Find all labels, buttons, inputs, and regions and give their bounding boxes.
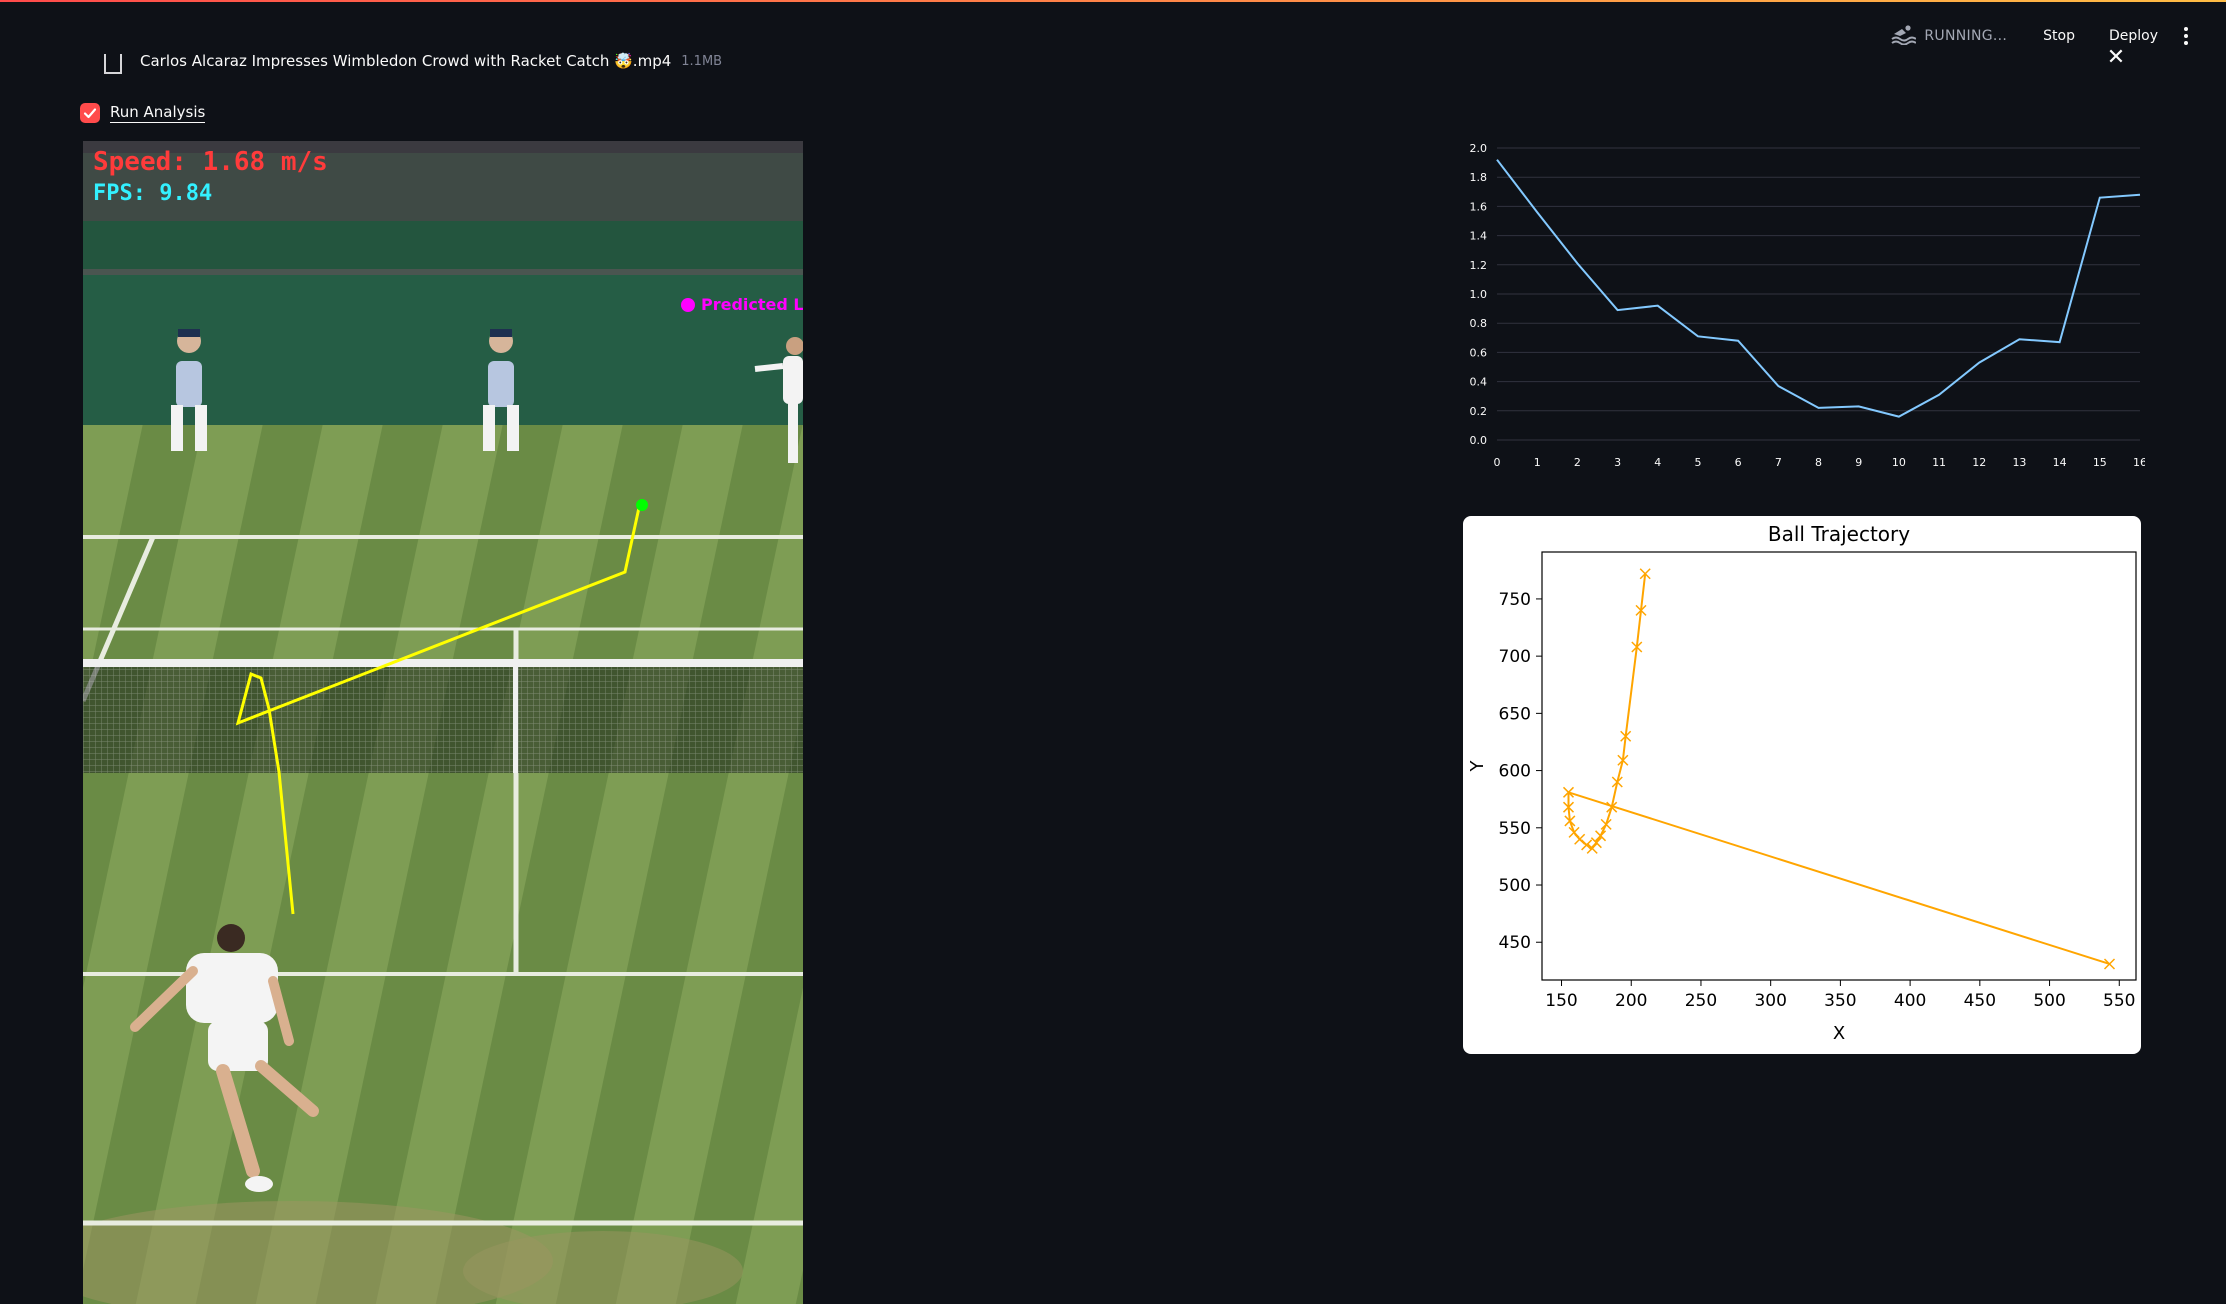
uploaded-file-size: 1.1MB [681,53,723,69]
deploy-button[interactable]: Deploy [2099,24,2168,48]
trajectory-point-marker [1620,730,1632,742]
tennis-court-image [83,141,803,1304]
swimmer-icon [1890,23,1918,49]
speed-chart-xtick-label: 14 [2053,456,2067,469]
speed-chart-ytick-label: 1.2 [1470,259,1488,272]
trajectory-point-marker [1568,826,1580,838]
speed-series-line [1496,159,2141,418]
trajectory-xtick-label: 250 [1685,991,1717,1011]
speed-chart-xtick-label: 7 [1775,456,1782,469]
trajectory-y-axis-label: Y [1467,760,1488,773]
trajectory-point-marker [1635,604,1647,616]
trajectory-xtick-label: 400 [1894,991,1926,1011]
trajectory-xtick-label: 150 [1545,991,1577,1011]
trajectory-ytick-label: 750 [1499,590,1531,610]
speed-chart-ytick-label: 1.6 [1470,200,1488,213]
uploaded-file-name: Carlos Alcaraz Impresses Wimbledon Crowd… [140,52,672,70]
predicted-landing-dot-icon [681,297,695,312]
speed-chart-xtick-label: 4 [1654,456,1661,469]
predicted-landing-overlay: Predicted Lar [681,295,803,314]
analysis-video-frame: Speed: 1.68 m/s FPS: 9.84 Predicted Lar [83,141,803,1304]
speed-overlay-text: Speed: 1.68 m/s [93,147,328,177]
ball-trajectory-chart: Ball Trajectory X Y 150 200 250 300 350 400 450 50… [1467,522,2137,1044]
run-analysis-checkbox[interactable] [80,103,100,123]
speed-chart-ytick-label: 0.8 [1470,317,1488,330]
speed-chart-ytick-label: 2.0 [1470,142,1488,155]
running-status: RUNNING... [1890,23,2007,49]
speed-chart-ytick-label: 0.4 [1470,376,1488,389]
trajectory-plot-frame [1541,551,2137,981]
trajectory-point-marker [1581,839,1593,851]
speed-chart-ytick-label: 0.6 [1470,346,1488,359]
trajectory-point-marker [1590,837,1602,849]
trajectory-xtick-label: 450 [1964,991,1996,1011]
predicted-landing-label: Predicted Lar [701,295,803,314]
speed-chart-xtick-label: 6 [1735,456,1742,469]
trajectory-point-marker [1617,754,1629,766]
speed-chart-ytick-label: 1.8 [1470,171,1488,184]
trajectory-x-axis-label: X [1833,1023,1845,1044]
trajectory-ytick-label: 450 [1499,933,1531,953]
trajectory-point-marker [1595,830,1607,842]
remove-file-close-icon[interactable]: ✕ [2106,45,2126,70]
trajectory-ytick-label: 700 [1499,647,1531,667]
speed-chart-xtick-label: 3 [1614,456,1621,469]
trajectory-chart-title: Ball Trajectory [1768,522,1910,546]
speed-chart-xtick-label: 2 [1574,456,1581,469]
ball-path-overlay [235,502,642,915]
uploaded-file-row: Carlos Alcaraz Impresses Wimbledon Crowd… [104,48,722,74]
speed-chart-ytick-label: 0.0 [1470,434,1488,447]
speed-chart-xtick-label: 8 [1815,456,1822,469]
stop-button[interactable]: Stop [2033,24,2085,48]
speed-chart-xtick-label: 0 [1494,456,1501,469]
trajectory-xtick-label: 200 [1615,991,1647,1011]
trajectory-point-marker [1564,815,1576,827]
trajectory-point-marker [1562,801,1575,813]
trajectory-ytick-label: 600 [1499,762,1531,782]
speed-chart-ytick-label: 0.2 [1470,405,1488,418]
trajectory-ytick-label: 550 [1499,819,1531,839]
trajectory-point-marker [1611,776,1623,788]
fps-overlay-text: FPS: 9.84 [93,181,213,206]
speed-chart-xtick-label: 9 [1855,456,1862,469]
trajectory-ytick-label: 500 [1499,876,1531,896]
file-icon [104,54,122,74]
trajectory-series-line [1567,573,2110,965]
trajectory-point-marker [1600,818,1612,830]
speed-chart-ytick-label: 1.0 [1470,288,1488,301]
trajectory-point-marker [1631,641,1643,653]
trajectory-point-marker [1574,833,1586,845]
speed-chart-ytick-label: 1.4 [1470,230,1488,243]
checkmark-icon [83,108,97,119]
ball-trajectory-card: Ball Trajectory X Y 150 200 250 300 350 400 450 50… [1463,516,2141,1054]
speed-chart-xtick-label: 16 [2133,456,2145,469]
speed-chart-xtick-label: 10 [1892,456,1906,469]
app-header-toolbar: RUNNING... Stop Deploy [1890,22,2198,50]
kebab-menu-icon[interactable] [2174,22,2198,50]
trajectory-xtick-label: 350 [1824,991,1856,1011]
speed-chart-xtick-label: 15 [2093,456,2107,469]
trajectory-point-marker [1639,568,1651,580]
running-status-text: RUNNING... [1924,28,2008,44]
speed-chart-xtick-label: 13 [2012,456,2026,469]
speed-chart-xtick-label: 5 [1694,456,1701,469]
trajectory-point-marker [1586,842,1598,854]
run-analysis-checkbox-row[interactable]: Run Analysis [80,100,206,126]
trajectory-xtick-label: 300 [1754,991,1786,1011]
run-analysis-label: Run Analysis [110,103,206,123]
speed-chart-xtick-label: 11 [1932,456,1946,469]
speed-line-chart: 0.00.20.40.60.81.01.21.41.61.82.00 1 2 3 4 5 6… [1470,142,2146,469]
trajectory-point-marker [2103,958,2116,970]
speed-chart-xtick-label: 1 [1534,456,1541,469]
ball-position-marker [636,499,648,511]
speed-chart-xtick-label: 12 [1972,456,1986,469]
trajectory-point-marker [1562,786,1575,798]
trajectory-xtick-label: 500 [2033,991,2065,1011]
trajectory-xtick-label: 550 [2103,991,2135,1011]
trajectory-point-marker [1606,801,1618,813]
trajectory-ytick-label: 650 [1499,704,1531,724]
top-decoration-bar [0,0,2226,2]
